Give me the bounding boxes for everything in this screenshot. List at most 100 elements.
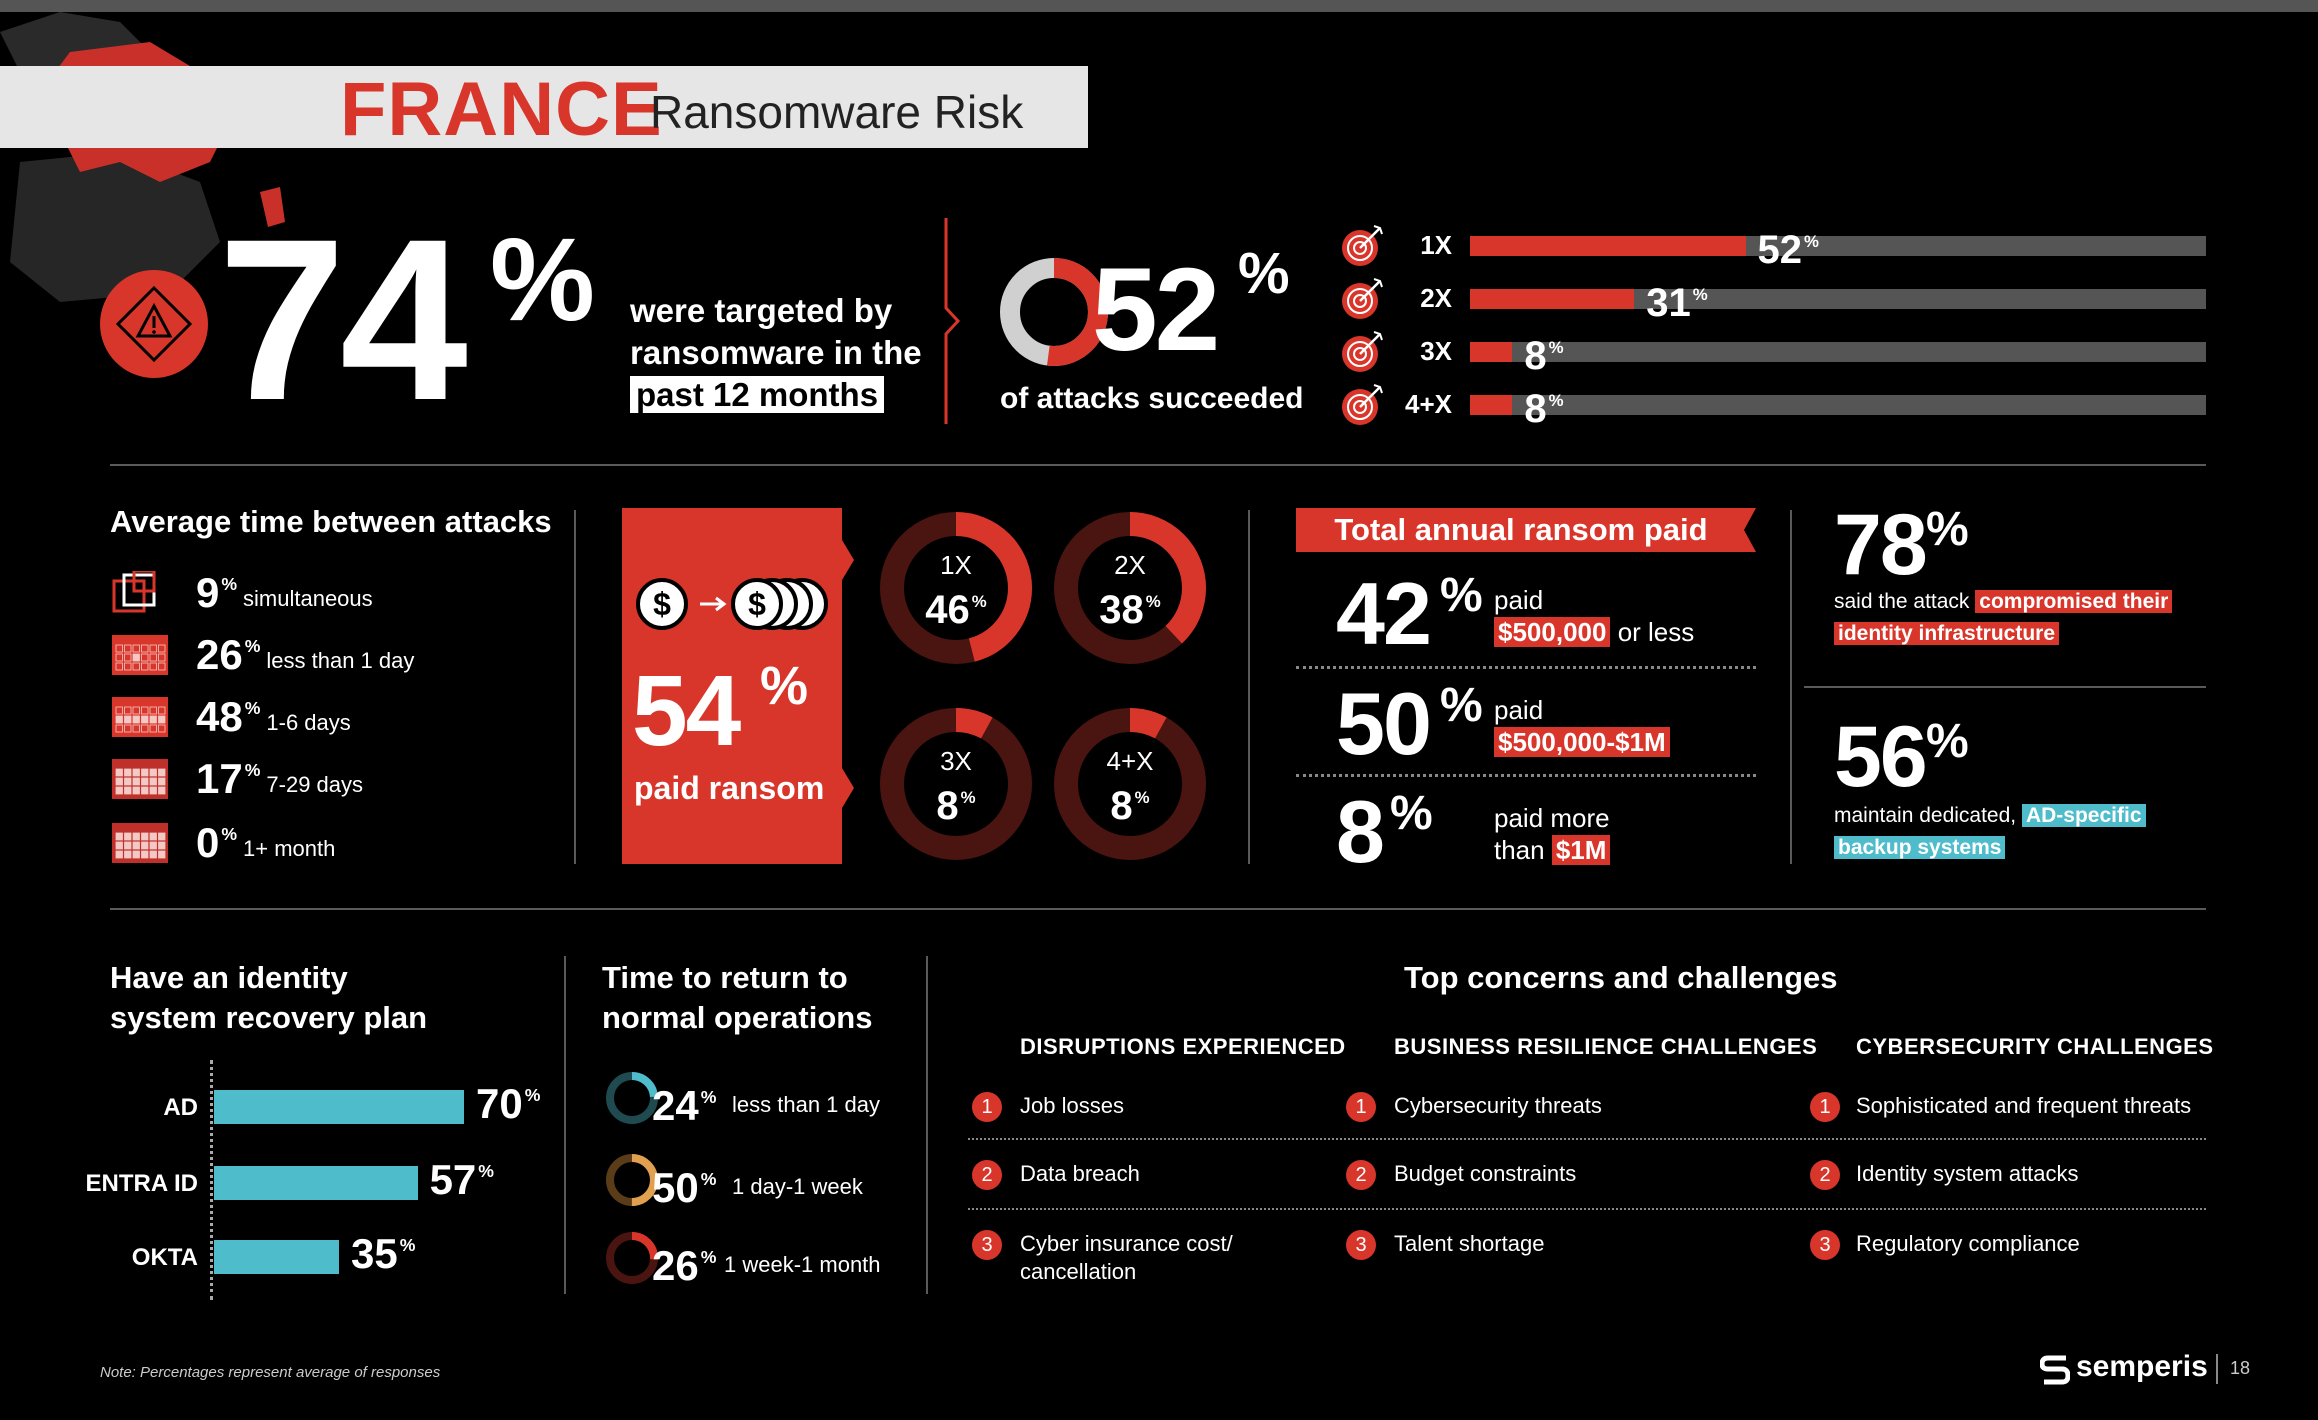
- frequency-bar: [1470, 289, 1635, 309]
- concern-disruptions-2: Data breach: [1020, 1161, 1140, 1186]
- concern-divider-1: [968, 1138, 2206, 1140]
- pct-sign: %: [1134, 788, 1150, 807]
- header-subtitle: Ransomware Risk: [650, 86, 1024, 138]
- pct-sign: %: [1692, 285, 1708, 304]
- frequency-label: 1X: [1420, 230, 1452, 260]
- pct-sign: %: [478, 1161, 494, 1182]
- recovery-axis: [210, 1060, 213, 1300]
- ransom-divider-1: [1296, 666, 1756, 669]
- frequency-value-num: 31: [1646, 280, 1691, 325]
- pct-sign: %: [700, 1247, 717, 1267]
- frequency-track: [1470, 342, 2206, 362]
- concern-resilience-3: Talent shortage: [1394, 1231, 1545, 1256]
- recovery-bar-label: AD: [163, 1094, 198, 1121]
- stat2-pct: 56: [1834, 709, 1928, 805]
- ransom-row1-post: or less: [1617, 617, 1695, 647]
- paid-donut-label: 2X 38%: [1050, 550, 1210, 632]
- avg-time-row: 48% 1-6 days: [110, 692, 351, 742]
- recovery-title-line2: system recovery plan: [110, 1000, 428, 1035]
- concern-disruptions-1: Job losses: [1020, 1093, 1124, 1118]
- avg-time-pct: 0%: [196, 819, 237, 867]
- avg-time-pct: 9%: [196, 569, 237, 617]
- pct-sign: %: [1804, 232, 1819, 251]
- pct-sign: %: [700, 1087, 717, 1107]
- return-time-pct-num: 50: [652, 1163, 699, 1211]
- pct-sign: %: [244, 698, 261, 719]
- ransom-row3-text: paid more than $1M: [1494, 802, 1611, 866]
- recovery-plan-title: Have an identity system recovery plan: [110, 958, 427, 1038]
- return-time-pct-num: 24: [652, 1081, 699, 1129]
- pct-sign: %: [971, 592, 987, 611]
- rank-badge: 3: [1346, 1230, 1376, 1260]
- recovery-bar: [214, 1090, 464, 1124]
- return-time-label: 1 day-1 week: [732, 1174, 863, 1199]
- svg-text:$: $: [653, 586, 671, 622]
- frequency-bar: [1470, 342, 1513, 362]
- recovery-bar-value: 35%: [351, 1230, 415, 1278]
- stat2-hl1: AD-specific: [2021, 804, 2146, 827]
- target-icon: [1342, 331, 1383, 372]
- warning-icon: [100, 270, 208, 378]
- col-head-disruptions: DISRUPTIONS EXPERIENCED: [1020, 1034, 1346, 1059]
- targeted-line1: were targeted by: [630, 292, 893, 329]
- concern-resilience-1: Cybersecurity threats: [1394, 1093, 1602, 1118]
- stat2-text: maintain dedicated, AD-specific backup s…: [1834, 800, 2146, 864]
- avg-time-row: 17% 7-29 days: [110, 754, 363, 804]
- return-time-donut: [606, 1072, 658, 1124]
- recovery-bar-value: 70%: [476, 1080, 540, 1128]
- frequency-label: 4+X: [1405, 389, 1452, 419]
- avg-time-row: 0% 1+ month: [110, 818, 335, 868]
- succeeded-pct: 52: [1092, 244, 1220, 376]
- avg-time-title: Average time between attacks: [110, 504, 552, 539]
- paid-donut-value-num: 8: [936, 783, 959, 828]
- paid-donut: [880, 708, 1032, 860]
- return-time-label: less than 1 day: [732, 1092, 880, 1117]
- avg-time-pct: 17%: [196, 755, 260, 803]
- ransom-divider-2: [1296, 774, 1756, 777]
- rank-badge: 3: [1810, 1230, 1840, 1260]
- frequency-bar: [1470, 395, 1513, 415]
- avg-time-pct-num: 9: [196, 569, 220, 616]
- paid-donut-key: 1X: [940, 550, 972, 580]
- concern-disruptions-3: Cyber insurance cost/ cancellation: [1020, 1230, 1233, 1286]
- pct-sign: %: [244, 760, 261, 781]
- paid-donut: [1054, 708, 1206, 860]
- ransom-row3-pct: 8: [1336, 782, 1385, 881]
- paid-donut-value-num: 46: [925, 587, 970, 632]
- rank-badge: 2: [1346, 1160, 1376, 1190]
- avg-time-pct: 26%: [196, 631, 260, 679]
- ransom-row1-hl: $500,000: [1494, 617, 1611, 647]
- recovery-bar-value-num: 70: [476, 1080, 523, 1127]
- avg-time-row: 26% less than 1 day: [110, 630, 414, 680]
- panel-notch-2: [842, 768, 854, 808]
- recovery-bar-value: 57%: [430, 1156, 494, 1204]
- concern-cyber-3: Regulatory compliance: [1856, 1231, 2080, 1256]
- target-icon: [1342, 384, 1383, 425]
- return-time-donut: [606, 1232, 658, 1284]
- paid-ransom-panel: [622, 508, 842, 864]
- divider-chevron-icon: [944, 218, 961, 424]
- recovery-bar-label: OKTA: [131, 1244, 198, 1271]
- stat-divider: [1804, 686, 2206, 688]
- targeted-line3: past 12 months: [630, 376, 885, 413]
- avg-time-label: 7-29 days: [266, 772, 364, 797]
- target-icon: [1342, 225, 1383, 266]
- avg-time-pct-num: 0: [196, 819, 220, 866]
- ransom-row1-pre: paid: [1494, 585, 1544, 615]
- header-band: [0, 66, 1088, 148]
- paid-donut-value: 46%: [876, 580, 1036, 632]
- frequency-track: [1470, 289, 2206, 309]
- return-time-pct: 26%: [652, 1232, 716, 1291]
- ransom-row3-pre: paid more: [1494, 803, 1610, 833]
- pct-sign: %: [1548, 391, 1564, 410]
- pct-sign: %: [399, 1235, 416, 1256]
- paid-donut-label: 1X 46%: [876, 550, 1036, 632]
- stat1-pre: said the attack: [1834, 590, 1970, 613]
- frequency-track: [1470, 395, 2206, 415]
- rank-badge: 2: [972, 1160, 1002, 1190]
- pct-sign: %: [960, 788, 976, 807]
- concern-divider-2: [968, 1208, 2206, 1210]
- paid-donut-key: 4+X: [1106, 746, 1154, 776]
- frequency-value: 8%: [1524, 379, 1563, 431]
- return-time-title: Time to return to normal operations: [602, 958, 872, 1038]
